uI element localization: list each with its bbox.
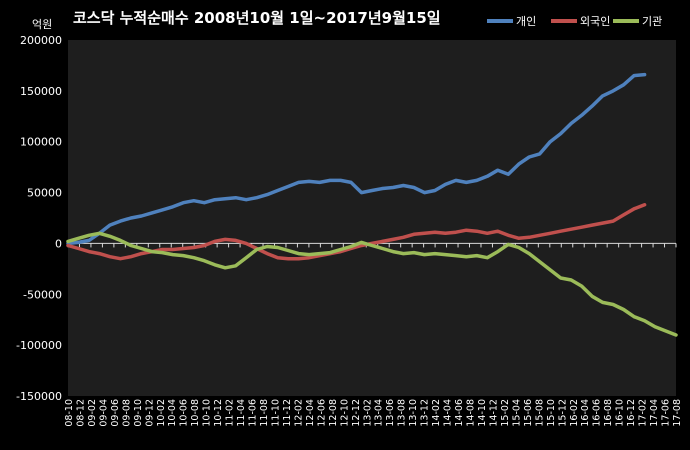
series-line-2 [66,203,647,261]
x-tick-label: 13-10 [408,399,419,427]
x-tick-label: 10-08 [190,399,201,427]
x-tick-label: 11-12 [282,399,293,427]
x-tick-label: 09-10 [133,399,144,427]
x-tick-label: 13-12 [420,399,431,427]
x-tick-label: 16-12 [626,399,637,427]
x-tick-label: 11-08 [259,399,270,427]
x-tick-label: 10-06 [179,399,190,427]
x-tick-label: 13-02 [362,399,373,427]
x-tick-label: 14-02 [431,399,442,427]
x-tick-label: 11-02 [225,399,236,427]
y-tick-label: 0 [55,237,62,250]
x-tick-label: 16-04 [580,399,591,427]
x-tick-label: 09-08 [121,399,132,427]
series-line-3 [66,231,678,337]
x-tick-label: 08-10 [64,399,75,427]
x-tick-label: 17-02 [638,399,649,427]
y-tick-label: 100000 [20,136,62,149]
x-tick-label: 15-10 [546,399,557,427]
x-tick-label: 12-12 [351,399,362,427]
x-tick-label: 11-04 [236,399,247,427]
x-tick-label: 12-10 [339,399,350,427]
y-tick-label: 150000 [20,85,62,98]
x-tick-label: 17-06 [661,399,672,427]
legend-label: 외국인 [580,15,610,28]
x-tick-label: 12-02 [293,399,304,427]
x-tick-label: 08-12 [75,399,86,427]
x-tick-label: 17-04 [649,399,660,427]
x-tick-label: 10-04 [167,399,178,427]
x-tick-label: 15-12 [557,399,568,427]
x-tick-label: 15-08 [534,399,545,427]
x-tick-label: 14-06 [454,399,465,427]
x-tick-label: 16-06 [592,399,603,427]
x-tick-label: 10-12 [213,399,224,427]
x-tick-label: 14-04 [443,399,454,427]
y-axis-unit: 억원 [32,18,52,31]
x-tick-label: 11-10 [270,399,281,427]
y-tick-label: -50000 [23,288,62,301]
legend-label: 개인 [516,15,536,28]
plot-area [68,40,676,396]
series-line-1 [66,72,647,246]
y-tick-label: -150000 [16,390,62,403]
x-tick-label: 13-08 [397,399,408,427]
y-tick-label: 50000 [27,187,62,200]
x-tick-label: 13-06 [385,399,396,427]
y-axis-ticks: -150000 -100000 -50000 0 50000 100000 150000 20… [16,34,62,403]
x-tick-label: 13-04 [374,399,385,427]
x-tick-label: 16-02 [569,399,580,427]
x-tick-label: 16-10 [615,399,626,427]
x-axis-ticks: 08-10 08-12 09-02 09-04 09-06 09-08 09-10 09-12… [64,399,683,427]
x-tick-label: 10-02 [156,399,167,427]
x-tick-label: 09-04 [98,399,109,427]
y-tick-label: -100000 [16,339,62,352]
x-tick-label: 11-06 [248,399,259,427]
x-tick-label: 16-08 [603,399,614,427]
x-tick-label: 14-08 [466,399,477,427]
x-tick-label: 15-04 [511,399,522,427]
x-tick-label: 12-04 [305,399,316,427]
x-tick-label: 09-06 [110,399,121,427]
x-tick-label: 15-06 [523,399,534,427]
x-tick-label: 12-08 [328,399,339,427]
legend-label: 기관 [642,15,662,28]
x-tick-label: 15-02 [500,399,511,427]
chart-title: 코스닥 누적순매수 2008년10월 1일~2017년9월15일 [73,9,441,27]
x-tick-label: 17-08 [672,399,683,427]
x-tick-label: 09-02 [87,399,98,427]
x-tick-label: 14-10 [477,399,488,427]
series-group [66,72,678,337]
x-tick-label: 09-12 [144,399,155,427]
y-tick-label: 200000 [20,34,62,47]
x-tick-label: 14-12 [488,399,499,427]
x-tick-label: 10-10 [202,399,213,427]
x-tick-label: 12-06 [316,399,327,427]
legend: 개인 외국인 기관 [487,15,662,28]
